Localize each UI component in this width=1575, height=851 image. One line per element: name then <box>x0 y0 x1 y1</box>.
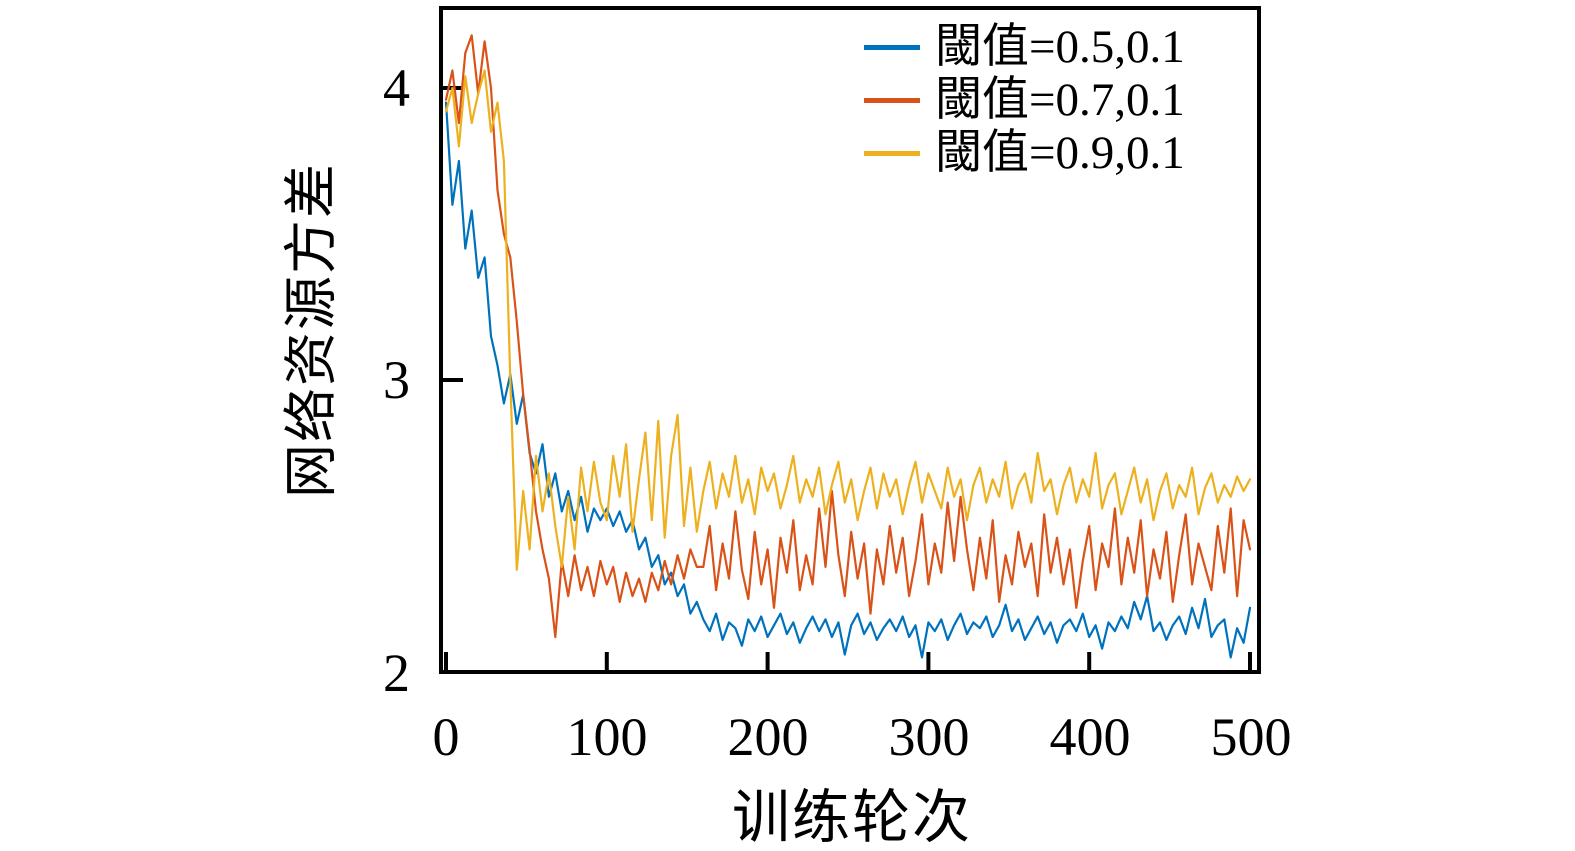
axes-border <box>439 6 1261 674</box>
y-tick-label-3: 3 <box>383 350 410 410</box>
x-axis-label: 训练轮次 <box>731 785 973 850</box>
x-tick-label-100: 100 <box>566 707 648 767</box>
series-line-2 <box>444 69 1252 571</box>
x-tick-label-0: 0 <box>432 707 460 767</box>
legend-line-swatch-blue <box>864 45 920 50</box>
legend-label: 閾值=0.9,0.1 <box>935 127 1185 179</box>
legend-entry-threshold-0.7: 閾值=0.7,0.1 <box>864 74 1185 127</box>
legend-entry-threshold-0.5: 閾值=0.5,0.1 <box>864 21 1185 74</box>
y-axis-label: 网络资源方差 <box>281 162 342 498</box>
legend-entry-threshold-0.9: 閾值=0.9,0.1 <box>864 127 1185 180</box>
x-tick-label-200: 200 <box>727 707 809 767</box>
series-line-1 <box>444 34 1252 639</box>
x-tick-label-500: 500 <box>1210 707 1292 767</box>
x-tick-label-300: 300 <box>888 707 970 767</box>
y-tick-label-2: 2 <box>383 643 410 703</box>
legend-label: 閾值=0.7,0.1 <box>935 74 1185 126</box>
x-tick-label-400: 400 <box>1049 707 1131 767</box>
y-tick-label-4: 4 <box>383 58 410 118</box>
legend: 閾值=0.5,0.1 閾值=0.7,0.1 閾值=0.9,0.1 <box>864 21 1185 180</box>
legend-label: 閾值=0.5,0.1 <box>935 21 1185 73</box>
series-line-0 <box>444 101 1252 659</box>
legend-line-swatch-yellow <box>864 151 920 156</box>
legend-line-swatch-red <box>864 98 920 103</box>
